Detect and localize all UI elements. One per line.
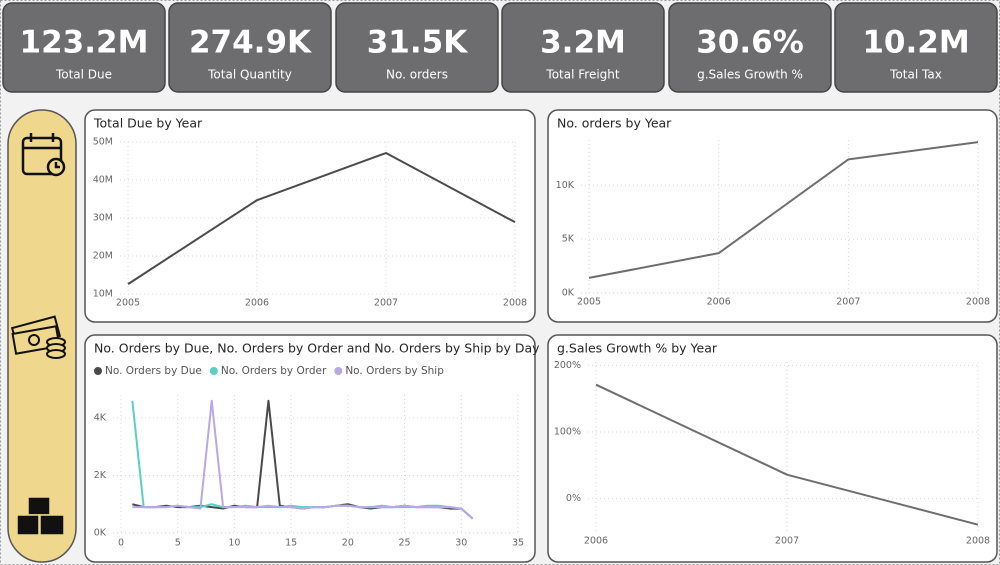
x-tick-label: 15 bbox=[285, 538, 297, 549]
kpi-label: Total Quantity bbox=[207, 68, 292, 82]
chart-panel bbox=[547, 109, 998, 323]
legend-marker bbox=[334, 367, 343, 375]
y-tick-label: 30M bbox=[93, 213, 113, 224]
x-tick-label: 2007 bbox=[374, 298, 398, 309]
x-tick-label: 2006 bbox=[707, 297, 731, 308]
x-tick-label: 20 bbox=[342, 538, 354, 549]
x-tick-label: 2008 bbox=[966, 536, 990, 547]
x-tick-label: 10 bbox=[228, 538, 240, 549]
legend-label: No. Orders by Ship bbox=[345, 365, 444, 377]
y-tick-label: 100% bbox=[554, 427, 581, 438]
kpi-value: 10.2M bbox=[862, 25, 969, 61]
kpi-label: No. orders bbox=[386, 68, 448, 82]
kpi-card bbox=[668, 2, 832, 93]
money-icon[interactable] bbox=[10, 315, 66, 359]
kpi-value: 30.6% bbox=[696, 25, 804, 61]
x-tick-label: 2006 bbox=[584, 536, 608, 547]
kpi-label: g.Sales Growth % bbox=[697, 68, 803, 82]
kpi-value: 123.2M bbox=[20, 25, 149, 61]
y-tick-label: 200% bbox=[554, 360, 581, 371]
data-line bbox=[595, 383, 979, 526]
y-tick-label: 50M bbox=[93, 137, 113, 148]
legend-marker bbox=[209, 367, 218, 375]
x-tick-label: 2005 bbox=[116, 298, 140, 309]
kpi-card bbox=[2, 2, 166, 93]
x-tick-label: 5 bbox=[175, 538, 181, 549]
x-tick-label: 2006 bbox=[245, 298, 269, 309]
legend-label: No. Orders by Order bbox=[221, 365, 327, 377]
y-tick-label: 2K bbox=[94, 470, 107, 481]
x-tick-label: 25 bbox=[399, 538, 411, 549]
data-line bbox=[127, 152, 516, 285]
kpi-card bbox=[501, 2, 665, 93]
y-tick-label: 20M bbox=[93, 251, 113, 262]
kpi-value: 274.9K bbox=[189, 25, 312, 61]
x-tick-label: 2008 bbox=[503, 298, 527, 309]
chart-title: No. orders by Year bbox=[557, 116, 672, 131]
y-tick-label: 40M bbox=[93, 175, 113, 186]
data-line bbox=[132, 399, 474, 520]
chart-title: Total Due by Year bbox=[93, 116, 203, 131]
kpi-card bbox=[168, 2, 332, 93]
y-tick-label: 10M bbox=[93, 289, 113, 300]
chart-title: No. Orders by Due, No. Orders by Order a… bbox=[94, 341, 540, 356]
kpi-label: Total Tax bbox=[889, 68, 942, 82]
x-tick-label: 0 bbox=[118, 538, 124, 549]
y-tick-label: 4K bbox=[94, 413, 107, 424]
x-tick-label: 30 bbox=[455, 538, 467, 549]
kpi-card bbox=[335, 2, 499, 93]
y-tick-label: 0K bbox=[562, 288, 575, 299]
chart-panel bbox=[547, 334, 998, 563]
x-tick-label: 2007 bbox=[836, 297, 860, 308]
kpi-value: 3.2M bbox=[540, 25, 626, 61]
kpi-value: 31.5K bbox=[367, 25, 468, 61]
x-tick-label: 2007 bbox=[775, 536, 799, 547]
y-tick-label: 5K bbox=[562, 234, 575, 245]
chart-panel bbox=[84, 109, 536, 323]
x-tick-label: 2005 bbox=[577, 297, 601, 308]
data-line bbox=[588, 141, 979, 279]
y-tick-label: 10K bbox=[556, 180, 575, 191]
y-tick-label: 0% bbox=[566, 493, 581, 504]
legend-label: No. Orders by Due bbox=[105, 365, 202, 377]
chart-title: g.Sales Growth % by Year bbox=[557, 341, 718, 356]
kpi-label: Total Due bbox=[55, 68, 112, 82]
calendar-icon[interactable] bbox=[21, 133, 66, 177]
kpi-label: Total Freight bbox=[545, 68, 619, 82]
y-tick-label: 0K bbox=[94, 528, 107, 539]
kpi-card bbox=[834, 2, 998, 93]
x-tick-label: 2008 bbox=[966, 297, 990, 308]
boxes-icon[interactable] bbox=[16, 496, 65, 536]
x-tick-label: 35 bbox=[512, 538, 524, 549]
legend-marker bbox=[94, 367, 102, 375]
